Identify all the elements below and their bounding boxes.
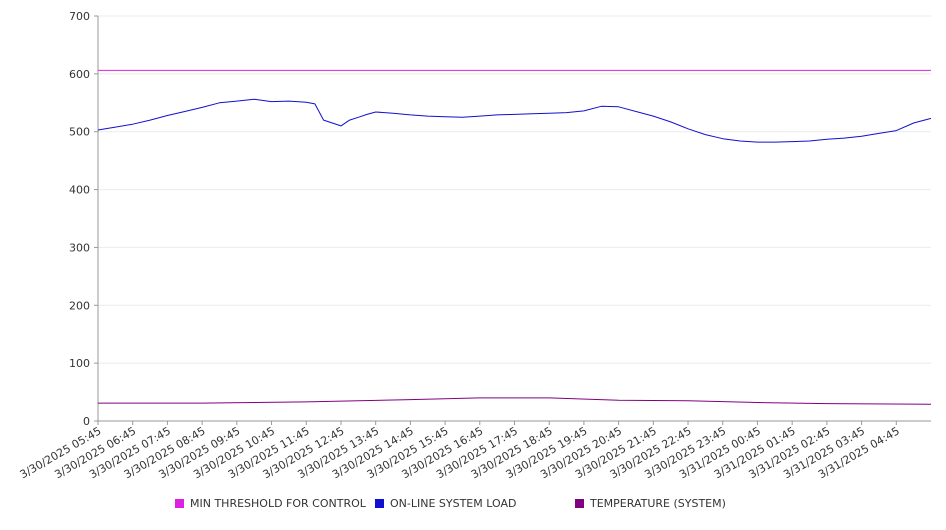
series-lines (97, 69, 932, 405)
legend-label: ON-LINE SYSTEM LOAD (390, 497, 517, 510)
y-tick-label: 700 (69, 10, 90, 23)
legend-swatch (575, 499, 584, 508)
legend-label: TEMPERATURE (SYSTEM) (590, 497, 726, 510)
legend: MIN THRESHOLD FOR CONTROL ON-LINE SYSTEM … (0, 497, 946, 515)
axes (94, 15, 931, 425)
y-tick-label: 600 (69, 68, 90, 81)
legend-item-0[interactable]: MIN THRESHOLD FOR CONTROL (175, 497, 366, 510)
legend-swatch (375, 499, 384, 508)
series-line-1 (97, 98, 932, 143)
legend-label: MIN THRESHOLD FOR CONTROL (190, 497, 366, 510)
grid-lines (98, 15, 931, 364)
series-line-2 (98, 397, 932, 405)
legend-swatch (175, 499, 184, 508)
y-tick-label: 400 (69, 184, 90, 197)
legend-item-2[interactable]: TEMPERATURE (SYSTEM) (575, 497, 726, 510)
y-tick-label: 100 (69, 357, 90, 370)
y-tick-label: 500 (69, 126, 90, 139)
y-tick-label: 200 (69, 299, 90, 312)
y-tick-label: 300 (69, 241, 90, 254)
legend-item-1[interactable]: ON-LINE SYSTEM LOAD (375, 497, 516, 510)
y-tick-label: 0 (83, 415, 90, 428)
